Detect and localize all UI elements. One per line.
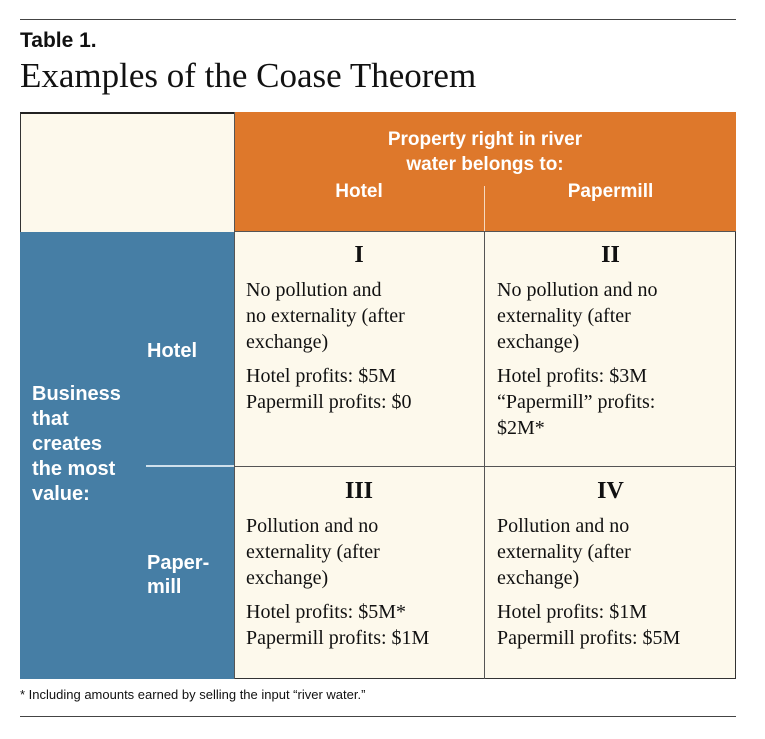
cell-numeral: II: [601, 242, 620, 268]
cell-numeral: III: [344, 478, 374, 504]
table-cell-i: I No pollution and no externality (after…: [234, 241, 484, 415]
column-header-hotel: Hotel: [335, 181, 383, 202]
row-header-divider: [146, 465, 234, 467]
cell-profits: Hotel profits: $5M* Papermill profits: $…: [246, 601, 430, 649]
cell-profits: Hotel profits: $3M “Papermill” profits: …: [497, 365, 656, 439]
table-cell-iii: III Pollution and no externality (after …: [234, 477, 484, 651]
cell-profits: Hotel profits: $5M Papermill profits: $0: [246, 365, 412, 413]
table-divider-top: [234, 231, 736, 232]
cell-description: No pollution and no externality (after e…: [497, 279, 658, 353]
table-label: Table 1.: [20, 29, 97, 52]
cell-description: Pollution and no externality (after exch…: [497, 515, 631, 589]
cell-profits: Hotel profits: $1M Papermill profits: $5…: [497, 601, 681, 649]
row-header-papermill: Paper- mill: [147, 552, 210, 598]
table-divider-horizontal: [234, 466, 736, 467]
bottom-rule: [20, 716, 736, 717]
row-header-panel: [20, 232, 234, 679]
table-divider-left: [234, 112, 235, 679]
table-cell-ii: II No pollution and no externality (afte…: [485, 241, 736, 441]
header-divider: [484, 186, 485, 232]
footnote: * Including amounts earned by selling th…: [20, 687, 366, 702]
table-cell-iv: IV Pollution and no externality (after e…: [485, 477, 736, 651]
column-header-papermill: Papermill: [567, 181, 654, 202]
cell-numeral: I: [354, 242, 364, 268]
table-divider-vertical: [484, 232, 485, 679]
top-rule: [20, 19, 736, 20]
cell-description: No pollution and no externality (after e…: [246, 279, 405, 353]
cell-description: Pollution and no externality (after exch…: [246, 515, 380, 589]
row-header-title: Business that creates the most value:: [32, 383, 121, 505]
table-title: Examples of the Coase Theorem: [20, 56, 477, 95]
cell-numeral: IV: [597, 478, 624, 504]
header-title: Property right in river water belongs to…: [387, 129, 583, 175]
row-header-hotel: Hotel: [147, 340, 197, 362]
table-header: [234, 112, 736, 232]
